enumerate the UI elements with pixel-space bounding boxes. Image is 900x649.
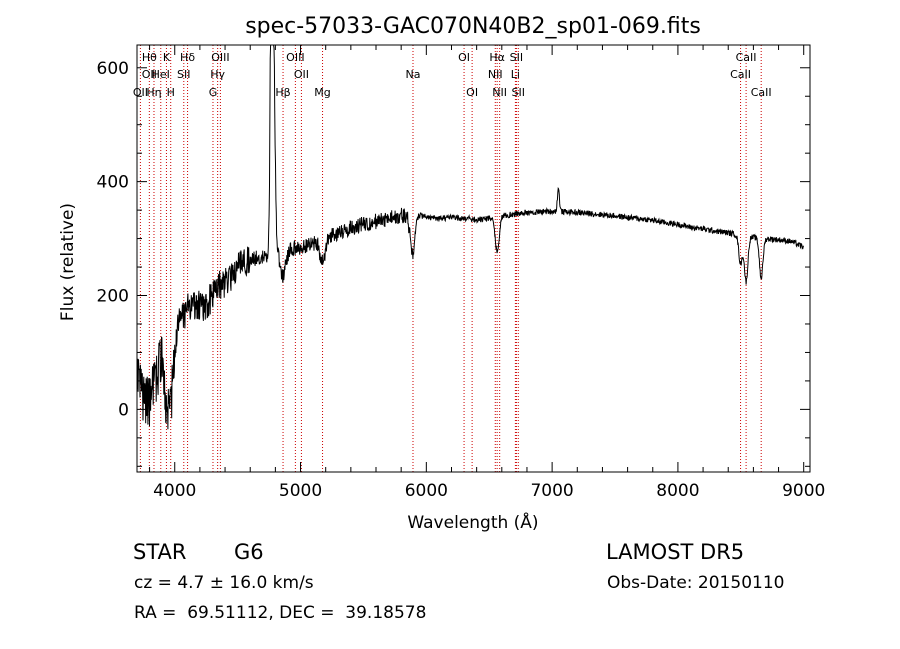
y-tick-label: 0 xyxy=(118,400,129,420)
x-axis-label: Wavelength (Å) xyxy=(407,511,538,533)
line-label: SII xyxy=(512,86,525,99)
line-label: CaII xyxy=(736,51,757,64)
line-label: NII xyxy=(492,86,507,99)
line-label: OII xyxy=(142,68,157,81)
x-tick-label: 5000 xyxy=(279,481,322,501)
line-label: Hβ xyxy=(275,86,290,99)
obs-date: Obs-Date: 20150110 xyxy=(607,573,785,593)
line-label: Hθ xyxy=(142,51,157,64)
line-label: HeI xyxy=(152,68,170,81)
y-axis: 0 200 400 600 xyxy=(97,59,810,467)
object-class: STAR xyxy=(133,540,187,564)
line-label: OII xyxy=(294,68,309,81)
line-label: Hη xyxy=(146,86,161,99)
y-tick-label: 400 xyxy=(97,173,129,193)
line-label: OI xyxy=(458,51,470,64)
y-tick-label: 200 xyxy=(97,287,129,307)
line-label: SII xyxy=(510,51,523,64)
spectral-line-labels: OIIHθOIIHηHeIKHSIIHδGHγOIIIHβOIIIOIIMgNa… xyxy=(133,51,772,99)
x-tick-label: 6000 xyxy=(405,481,448,501)
x-axis: 4000 5000 6000 7000 8000 9000 xyxy=(149,45,825,501)
line-label: Hα xyxy=(489,51,505,64)
line-label: OI xyxy=(466,86,478,99)
line-label: Na xyxy=(406,68,421,81)
survey-name: LAMOST DR5 xyxy=(606,540,745,564)
line-label: K xyxy=(163,51,171,64)
line-label: CaII xyxy=(730,68,751,81)
line-label: OIII xyxy=(286,51,304,64)
chart-title: spec-57033-GAC070N40B2_sp01-069.fits xyxy=(245,14,701,39)
x-tick-label: 8000 xyxy=(656,481,699,501)
x-tick-label: 7000 xyxy=(530,481,573,501)
line-label: NII xyxy=(488,68,503,81)
object-subclass: G6 xyxy=(234,540,264,564)
line-label: H xyxy=(167,86,175,99)
line-label: OIII xyxy=(211,51,229,64)
line-label: Hγ xyxy=(210,68,225,81)
coordinates: RA = 69.51112, DEC = 39.18578 xyxy=(134,603,427,623)
redshift-text: cz = 4.7 ± 16.0 km/s xyxy=(134,573,314,593)
line-label: Mg xyxy=(314,86,330,99)
line-label: SII xyxy=(177,68,190,81)
line-label: CaII xyxy=(751,86,772,99)
y-axis-label: Flux (relative) xyxy=(58,203,78,321)
spectrum-line xyxy=(136,44,804,430)
x-tick-label: 9000 xyxy=(782,481,825,501)
line-label: G xyxy=(209,86,218,99)
spectral-line-markers xyxy=(139,45,762,472)
x-tick-label: 4000 xyxy=(153,481,196,501)
line-label: Li xyxy=(511,68,520,81)
plot-frame xyxy=(136,44,811,473)
y-tick-label: 600 xyxy=(97,59,129,79)
line-label: Hδ xyxy=(180,51,195,64)
